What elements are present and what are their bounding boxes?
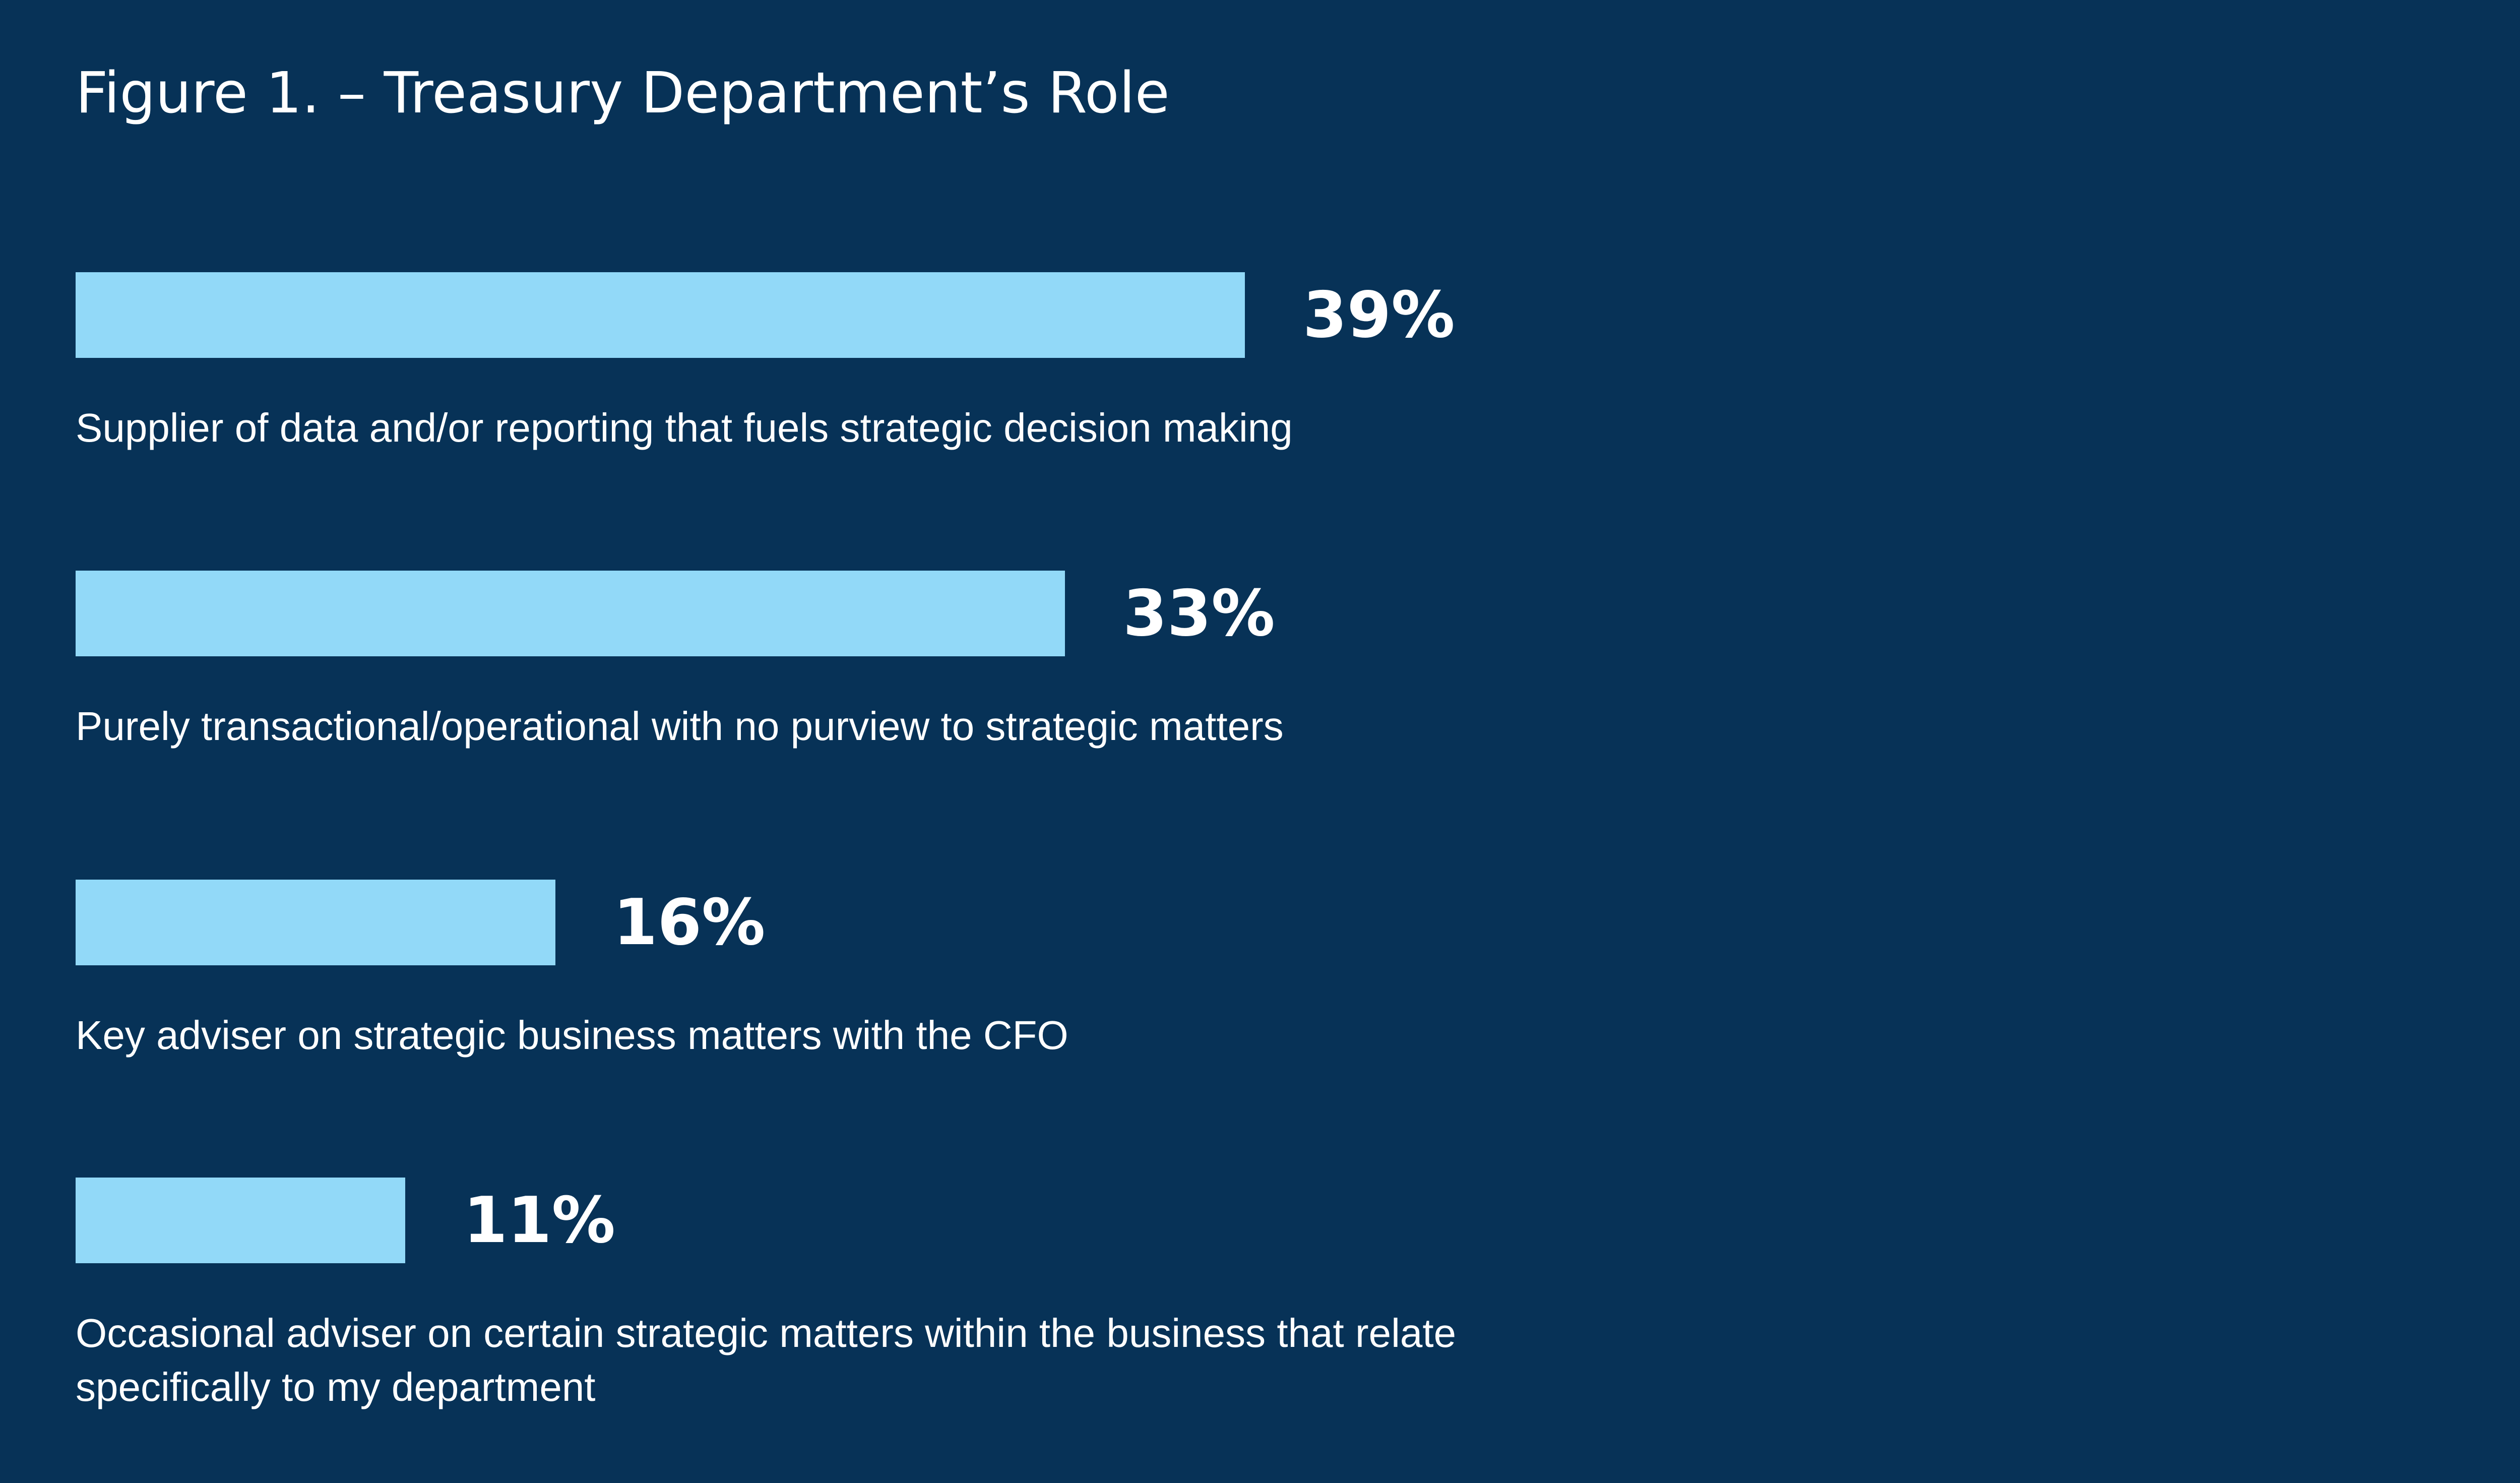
bar bbox=[76, 880, 555, 965]
data-label: 11% bbox=[463, 1183, 615, 1257]
bar bbox=[76, 1178, 406, 1263]
data-label: 39% bbox=[1303, 278, 1455, 352]
bar bbox=[76, 272, 1245, 358]
category-label: Key adviser on strategic business matter… bbox=[76, 1013, 1068, 1058]
category-label: Supplier of data and/or reporting that f… bbox=[76, 405, 1293, 450]
category-label: Occasional adviser on certain strategic … bbox=[76, 1311, 1457, 1409]
chart-title: Figure 1. – Treasury Department’s Role bbox=[76, 60, 1170, 126]
data-label: 33% bbox=[1123, 576, 1275, 650]
category-label: Purely transactional/operational with no… bbox=[76, 704, 1284, 749]
data-label: 16% bbox=[613, 885, 766, 959]
bar bbox=[76, 571, 1065, 656]
